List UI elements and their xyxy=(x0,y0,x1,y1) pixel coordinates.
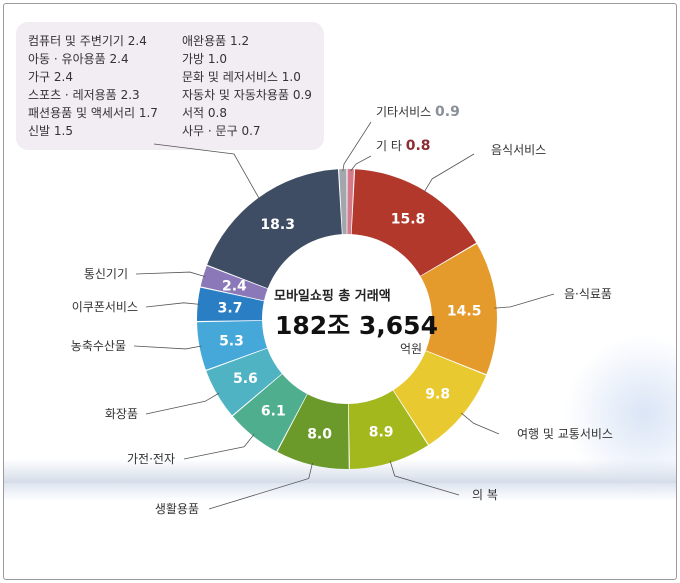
category-label: 음식서비스 xyxy=(491,143,546,157)
legend-item: 가방 1.0 xyxy=(182,52,228,66)
donut-segment xyxy=(206,348,282,416)
chart-title: 모바일쇼핑 총 거래액 xyxy=(274,288,391,304)
legend-item: 애완용품 1.2 xyxy=(182,34,250,48)
donut-segment xyxy=(196,287,264,321)
value-label: 3.7 xyxy=(218,300,243,316)
leader-line xyxy=(494,293,555,309)
legend-item: 서적 0.8 xyxy=(182,106,228,120)
value-label: 5.6 xyxy=(233,371,258,387)
donut-segment xyxy=(200,265,268,301)
legend-item: 문화 및 레저서비스 1.0 xyxy=(182,70,301,84)
donut-segment xyxy=(197,320,268,370)
total-unit: 억원 xyxy=(400,342,422,356)
category-label: 의 복 xyxy=(472,488,498,502)
donut-segment xyxy=(348,390,428,469)
category-label: 가전·전자 xyxy=(127,452,175,466)
leader-line xyxy=(145,302,200,308)
donut-segment xyxy=(351,169,477,276)
value-label: 18.3 xyxy=(260,217,295,233)
legend-item: 사무 · 문구 0.7 xyxy=(182,124,261,138)
total-value: 182조 3,654 xyxy=(275,311,438,340)
category-label: 음·식료품 xyxy=(564,287,612,301)
category-label: 기타서비스 0.9 xyxy=(376,104,460,120)
donut-segment xyxy=(347,169,354,235)
category-label: 화장품 xyxy=(105,407,138,421)
category-label: 통신기기 xyxy=(84,267,128,281)
donut-segment xyxy=(339,169,347,235)
value-label: 8.9 xyxy=(369,424,394,440)
legend-item: 스포츠 · 레저용품 2.3 xyxy=(28,88,140,102)
leader-line xyxy=(423,153,475,193)
leader-line xyxy=(208,462,313,510)
leader-line xyxy=(145,392,220,415)
legend-leader-line xyxy=(153,143,261,200)
legend-item: 컴퓨터 및 주변기기 2.4 xyxy=(28,34,147,48)
value-labels: 15.8 14.5 9.8 8.9 8.0 6.1 5.6 5.3 3.7 2.4 18.3 xyxy=(218,212,482,443)
value-label: 6.1 xyxy=(261,404,286,420)
value-label: 2.4 xyxy=(222,278,247,294)
leader-line xyxy=(183,434,255,460)
category-label: 여행 및 교통서비스 xyxy=(517,426,613,441)
donut-segment xyxy=(420,243,497,375)
leader-line xyxy=(389,460,460,496)
legend-item: 신발 1.5 xyxy=(28,124,74,138)
category-label: 이쿠폰서비스 xyxy=(72,300,138,314)
category-label: 생활용품 xyxy=(155,502,199,516)
leader-line xyxy=(342,121,372,172)
donut-segment xyxy=(393,350,487,445)
value-label: 14.5 xyxy=(447,303,482,319)
donut-segment xyxy=(207,169,342,289)
floor-band-shadow xyxy=(4,483,676,501)
legend-box: 컴퓨터 및 주변기기 2.4 아동 · 유아용품 2.4 가구 2.4 스포츠 … xyxy=(16,22,324,150)
donut-segment xyxy=(277,394,349,469)
value-label: 15.8 xyxy=(391,212,426,228)
value-label: 8.0 xyxy=(307,426,332,442)
category-label: 농축수산물 xyxy=(71,339,126,353)
leader-line xyxy=(350,155,372,172)
legend-item: 패션용품 및 액세서리 1.7 xyxy=(28,106,158,120)
leader-lines xyxy=(133,121,555,510)
legend-item: 가구 2.4 xyxy=(28,70,74,84)
leader-line xyxy=(135,271,206,278)
value-label: 9.8 xyxy=(425,387,450,403)
leader-line xyxy=(133,345,202,350)
category-label: 기 타 0.8 xyxy=(376,138,431,154)
value-label: 5.3 xyxy=(219,333,244,349)
leader-line xyxy=(460,412,500,435)
donut-segment xyxy=(232,374,307,452)
legend-item: 아동 · 유아용품 2.4 xyxy=(28,52,129,66)
chart-frame: 컴퓨터 및 주변기기 2.4 아동 · 유아용품 2.4 가구 2.4 스포츠 … xyxy=(3,3,677,580)
legend-item: 자동차 및 자동차용품 0.9 xyxy=(182,88,312,102)
donut-segments xyxy=(196,169,497,469)
